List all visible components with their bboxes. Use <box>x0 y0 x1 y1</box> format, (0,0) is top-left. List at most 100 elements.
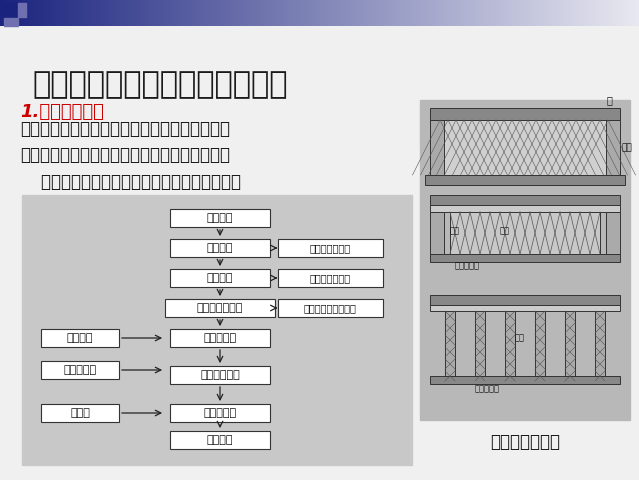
Bar <box>242 0 243 26</box>
Bar <box>434 0 435 26</box>
Bar <box>176 0 177 26</box>
Bar <box>75 0 76 26</box>
Bar <box>48 0 49 26</box>
Bar <box>274 0 275 26</box>
Bar <box>156 0 157 26</box>
Bar <box>91 0 92 26</box>
Bar <box>26 0 27 26</box>
Bar <box>308 0 309 26</box>
Bar <box>468 0 469 26</box>
Bar <box>436 0 437 26</box>
Bar <box>476 0 477 26</box>
Bar <box>430 195 620 205</box>
Bar <box>425 175 625 185</box>
Bar <box>536 0 537 26</box>
Bar <box>138 0 139 26</box>
Bar <box>18 0 19 26</box>
Bar <box>17 0 18 26</box>
Text: 梁: 梁 <box>607 95 613 105</box>
Bar <box>41 404 119 422</box>
Bar <box>63 0 64 26</box>
Bar <box>291 0 292 26</box>
Bar <box>296 0 297 26</box>
Bar <box>412 0 413 26</box>
Bar <box>46 0 47 26</box>
Bar <box>100 0 101 26</box>
Bar <box>333 0 334 26</box>
Bar <box>259 0 260 26</box>
Bar <box>636 0 637 26</box>
Bar <box>35 0 36 26</box>
Bar <box>231 0 232 26</box>
Bar <box>364 0 365 26</box>
Bar <box>208 0 209 26</box>
Bar <box>548 0 549 26</box>
Bar <box>275 0 276 26</box>
Bar <box>112 0 113 26</box>
Bar <box>170 431 270 449</box>
Bar <box>121 0 122 26</box>
Bar <box>273 0 274 26</box>
Bar <box>297 0 298 26</box>
Bar <box>541 0 542 26</box>
Bar <box>497 0 498 26</box>
Bar <box>165 0 166 26</box>
Bar <box>460 0 461 26</box>
Bar <box>326 0 327 26</box>
Bar <box>490 0 491 26</box>
Bar <box>155 0 156 26</box>
Bar <box>295 0 296 26</box>
Bar <box>30 0 31 26</box>
Bar <box>236 0 237 26</box>
Bar <box>354 0 355 26</box>
Text: 压　案: 压 案 <box>70 408 90 418</box>
Bar <box>4 18 18 26</box>
Bar <box>382 0 383 26</box>
Bar <box>67 0 68 26</box>
Bar <box>593 0 594 26</box>
Bar <box>185 0 186 26</box>
Bar <box>384 0 385 26</box>
Bar <box>311 0 312 26</box>
Bar <box>379 0 380 26</box>
Bar <box>453 0 454 26</box>
Bar <box>189 0 190 26</box>
Bar <box>119 0 120 26</box>
Bar <box>318 0 319 26</box>
Bar <box>347 0 348 26</box>
Bar <box>73 0 74 26</box>
Bar <box>60 0 61 26</box>
Bar <box>150 0 151 26</box>
Bar <box>247 0 248 26</box>
Text: 桥墩施工: 桥墩施工 <box>207 213 233 223</box>
Bar <box>535 0 536 26</box>
Bar <box>489 0 490 26</box>
Bar <box>432 0 433 26</box>
Bar <box>98 0 99 26</box>
Bar <box>366 0 367 26</box>
Bar <box>256 0 257 26</box>
Bar <box>66 0 67 26</box>
Bar <box>551 0 552 26</box>
Bar <box>619 0 620 26</box>
Bar <box>482 0 483 26</box>
Bar <box>132 0 133 26</box>
Bar <box>239 0 240 26</box>
Bar <box>562 0 563 26</box>
Bar <box>158 0 159 26</box>
Bar <box>604 0 605 26</box>
Bar <box>558 0 559 26</box>
Bar <box>456 0 457 26</box>
Bar <box>199 0 200 26</box>
Bar <box>136 0 137 26</box>
Bar <box>41 0 42 26</box>
Bar <box>608 0 609 26</box>
Bar <box>140 0 141 26</box>
Bar <box>194 0 195 26</box>
Bar <box>203 0 204 26</box>
Bar <box>349 0 350 26</box>
Bar <box>477 0 478 26</box>
Bar <box>96 0 97 26</box>
Bar <box>6 0 7 26</box>
Bar <box>204 0 205 26</box>
